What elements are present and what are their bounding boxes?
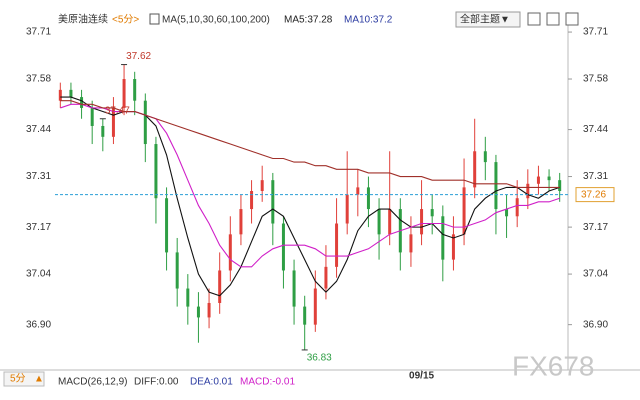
candle-body (324, 266, 328, 289)
y-tick-label-right: 37.44 (583, 124, 608, 135)
candle-body (313, 288, 317, 325)
candle-body (133, 79, 137, 101)
period[interactable]: <5分> (112, 14, 139, 26)
candle-body (111, 107, 115, 137)
candle-body (441, 216, 445, 260)
fullscreen-button[interactable] (565, 12, 579, 26)
candle-body (430, 209, 434, 217)
y-tick-label-right: 37.71 (583, 27, 608, 38)
candle-body (186, 288, 190, 307)
candle-body (536, 176, 540, 184)
zoom-in-button[interactable] (527, 12, 541, 26)
candle-body (207, 302, 211, 318)
candle-body (250, 191, 254, 210)
candle-body (462, 187, 466, 235)
candle-body (451, 234, 455, 260)
footer-period[interactable]: 5分 (10, 373, 26, 385)
candle-body (281, 223, 285, 271)
candle-body (292, 270, 296, 307)
y-tick-label-right: 36.90 (583, 319, 608, 330)
y-tick-label-left: 37.58 (26, 74, 51, 85)
ma-icon[interactable] (149, 13, 160, 25)
candle-body (228, 234, 232, 271)
candle-body (175, 252, 179, 289)
candle-body (165, 198, 169, 253)
candle-body (58, 89, 62, 101)
candle-body (335, 223, 339, 267)
candle-body (515, 198, 519, 217)
last-price-box (575, 187, 615, 203)
candle-body (143, 100, 147, 145)
ma-title: MA(5,10,30,60,100,200) (162, 15, 270, 26)
annotation-label: 37.47 (105, 105, 130, 116)
candle-body (101, 125, 105, 137)
macd-title: MACD(26,12,9) (58, 377, 127, 388)
candle-body (154, 144, 158, 199)
macd-diff: DIFF:0.00 (134, 377, 179, 388)
candle-body (271, 180, 275, 224)
y-tick-label-left: 36.90 (26, 319, 51, 330)
y-tick-label-left: 37.31 (26, 171, 51, 182)
candle-body (218, 270, 222, 303)
candle-body (526, 183, 530, 199)
macd-value: MACD:-0.01 (240, 377, 295, 388)
y-tick-label-right: 37.17 (583, 222, 608, 233)
theme-label[interactable]: 全部主题▼ (460, 13, 510, 26)
ma-line (60, 100, 560, 188)
candle-body (260, 180, 264, 191)
y-tick-label-right: 37.04 (583, 269, 608, 280)
candle-body (69, 89, 73, 98)
candle-body (558, 180, 562, 191)
candle-body (122, 79, 126, 108)
watermark: FX678 (512, 350, 595, 381)
y-tick-label-left: 37.44 (26, 124, 51, 135)
annotation-label: 37.62 (126, 51, 151, 62)
candle-body (409, 234, 413, 253)
macd-dea: DEA:0.01 (190, 377, 233, 388)
candle-body (388, 209, 392, 235)
candle-body (473, 151, 477, 188)
candle-body (377, 209, 381, 235)
theme-select[interactable] (455, 11, 521, 28)
candle-body (356, 187, 360, 195)
candle-body (345, 194, 349, 224)
candle-body (303, 306, 307, 325)
x-tick-label: 09/15 (409, 371, 434, 382)
ma5-value: MA5:37.28 (284, 15, 333, 26)
candle-body (483, 151, 487, 163)
period-select[interactable] (3, 371, 45, 387)
y-tick-label-right: 37.58 (583, 74, 608, 85)
annotation-label: 36.83 (307, 353, 332, 364)
period-arrow[interactable]: ▲ (34, 374, 44, 385)
y-tick-label-left: 37.17 (26, 222, 51, 233)
y-tick-label-right: 37.31 (583, 171, 608, 182)
last-price-label: 37.26 (581, 189, 606, 200)
zoom-out-button[interactable] (546, 12, 560, 26)
candle-body (505, 209, 509, 217)
candle-body (547, 176, 551, 181)
candle-body (196, 306, 200, 318)
y-tick-label-left: 37.71 (26, 27, 51, 38)
symbol: 美原油连续 (58, 13, 108, 26)
candle-body (366, 187, 370, 210)
candle-body (90, 107, 94, 126)
candle-body (239, 209, 243, 235)
ma10-value: MA10:37.2 (344, 15, 393, 26)
y-tick-label-left: 37.04 (26, 269, 51, 280)
candle-body (494, 162, 498, 210)
candle-body (420, 209, 424, 235)
candle-body (80, 97, 84, 108)
